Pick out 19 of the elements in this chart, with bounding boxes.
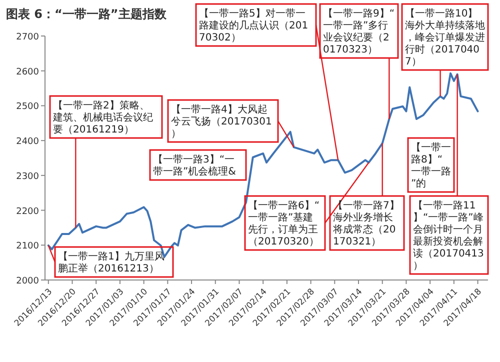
- y-tick-label: 2300: [16, 172, 40, 182]
- chart-title: 图表 6：“一带一路”主题指数: [6, 7, 168, 21]
- y-tick-label: 2200: [16, 206, 40, 217]
- y-tick-label: 2100: [16, 242, 40, 252]
- annotation: 【一带一路11】“一带一路”峰会倒计时一个月最新投资机会解读（20170413）: [413, 200, 484, 272]
- annotation: 【一带一路6】“一带一路”基建先行，订单为王（20170320）: [248, 200, 320, 248]
- annotation: 【一带一路1】九万里风鹏正举（20161213）: [58, 250, 164, 274]
- annotation: 【一带一路10】海外大单持续落地，峰会订单爆发进行时（20170407）: [405, 8, 485, 68]
- annotation: 【一带一路4】大风起兮云飞扬（20170301）: [171, 104, 272, 140]
- annotation: 【一带一路5】对一带一路建设的几点认识（20170302）: [199, 8, 308, 44]
- annotation: 【一带一路2】策略、建筑、机械电话会议纪要（20161219）: [52, 100, 153, 136]
- y-tick-label: 2500: [16, 102, 40, 112]
- y-tick-label: 2000: [16, 276, 40, 286]
- y-tick-label: 2400: [16, 137, 40, 148]
- y-tick-label: 2700: [16, 32, 40, 42]
- annotation: 【一带一路9】“一带一路”多行业会议纪要（20170323）: [323, 8, 395, 56]
- y-tick-label: 2600: [16, 67, 40, 78]
- annotation: 【一带一路7】海外业务增长将成常态（20170321）: [332, 200, 400, 248]
- annotation: 【一带一路3】“一带一路”机会梳理&: [153, 154, 236, 178]
